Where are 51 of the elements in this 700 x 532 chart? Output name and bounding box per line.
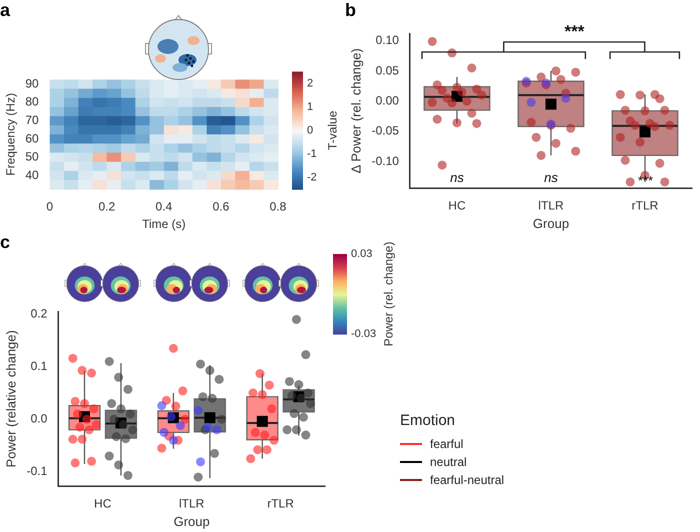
color-bar-label: -1: [307, 148, 317, 160]
y-axis-title: Power (relative change): [3, 330, 18, 468]
legend-title: Emotion: [400, 412, 456, 429]
y-tick-label: -0.10: [372, 154, 400, 168]
y-tick-label: 0.1: [30, 359, 48, 374]
x-tick-label: 0.4: [156, 200, 173, 214]
y-axis-title: Δ Power (rel. change): [348, 48, 364, 174]
annotation: ns: [544, 170, 558, 186]
y-tick-label: 0.05: [376, 63, 400, 78]
color-bar-title: Power (rel. change): [381, 242, 396, 346]
x-tick-label: lTLR: [538, 198, 564, 213]
y-tick-label: 50: [25, 150, 40, 164]
color-bar-label: 0: [307, 124, 314, 136]
color-bar-label: 1: [307, 100, 314, 113]
color-bar-title: T-value: [325, 110, 340, 150]
legend-label: fearful-neutral: [430, 473, 504, 487]
x-tick-label: 0.2: [98, 200, 116, 214]
color-bar-label: 0.03: [351, 248, 372, 260]
x-axis-title: Group: [532, 216, 570, 231]
color-bar-label: -2: [307, 171, 317, 184]
x-tick-label: 0.8: [270, 200, 287, 214]
annotation: ***: [564, 22, 585, 41]
chart-title: a: [0, 0, 11, 20]
chart-title: c: [0, 232, 10, 252]
x-axis-title: Group: [174, 514, 210, 529]
x-tick-label: HC: [448, 198, 466, 213]
legend-label: fearful: [430, 437, 464, 451]
y-tick-label: 0.0: [30, 412, 48, 426]
chart-title: b: [345, 0, 356, 20]
y-tick-label: -0.05: [372, 124, 400, 138]
x-tick-label: HC: [94, 496, 112, 511]
color-bar-label: 2: [307, 77, 314, 90]
x-tick-label: lTLR: [178, 496, 205, 511]
y-tick-label: 70: [25, 113, 40, 128]
y-tick-label: 60: [25, 131, 40, 146]
y-tick-label: 0.2: [30, 306, 48, 321]
y-tick-label: -0.1: [26, 464, 48, 478]
x-tick-label: 0: [46, 200, 54, 214]
y-tick-label: 40: [25, 168, 40, 182]
x-axis-title: Time (s): [142, 217, 186, 232]
y-axis-title: Frequency (Hz): [4, 93, 18, 176]
x-tick-label: rTLR: [267, 496, 294, 511]
y-tick-label: 0.00: [376, 93, 400, 108]
x-tick-label: 0.6: [212, 200, 230, 214]
y-tick-label: 90: [25, 76, 40, 90]
color-bar-label: -0.03: [351, 328, 376, 340]
legend-label: neutral: [430, 455, 467, 469]
y-tick-label: 0.10: [376, 33, 400, 48]
x-tick-label: rTLR: [632, 198, 659, 213]
y-tick-label: 80: [25, 94, 40, 109]
annotation: ns: [450, 170, 464, 186]
